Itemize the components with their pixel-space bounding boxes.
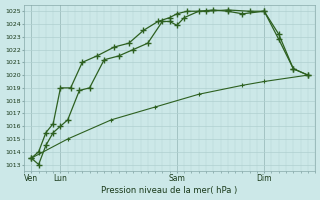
X-axis label: Pression niveau de la mer( hPa ): Pression niveau de la mer( hPa ) <box>101 186 238 195</box>
